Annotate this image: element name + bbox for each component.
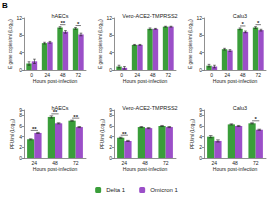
svg-text:8: 8 (199, 32, 202, 38)
svg-text:E gene copies/ml (Log₁₀): E gene copies/ml (Log₁₀) (98, 19, 103, 69)
svg-text:0: 0 (120, 72, 123, 78)
svg-text:72: 72 (253, 160, 259, 166)
svg-text:B: B (2, 1, 8, 10)
svg-text:0: 0 (30, 72, 33, 78)
svg-text:9: 9 (199, 107, 202, 113)
svg-text:Vero-ACE2-TMPRSS2: Vero-ACE2-TMPRSS2 (122, 13, 177, 19)
svg-text:72: 72 (73, 160, 79, 166)
svg-text:0: 0 (19, 67, 22, 73)
svg-text:0: 0 (109, 155, 112, 161)
svg-text:8: 8 (109, 112, 112, 118)
svg-text:0: 0 (199, 67, 202, 73)
svg-text:6: 6 (109, 123, 112, 129)
svg-text:0: 0 (199, 155, 202, 161)
svg-text:hAECs: hAECs (51, 13, 68, 19)
svg-text:2: 2 (19, 144, 22, 150)
svg-text:4: 4 (199, 134, 202, 140)
svg-text:12: 12 (16, 15, 22, 21)
svg-text:Hours post-infection: Hours post-infection (123, 166, 168, 172)
svg-text:48: 48 (150, 72, 156, 78)
svg-text:72: 72 (165, 72, 171, 78)
svg-text:0: 0 (210, 72, 213, 78)
svg-text:**: ** (122, 131, 127, 137)
svg-text:8: 8 (19, 112, 22, 118)
svg-text:0: 0 (19, 155, 22, 161)
svg-text:PFU/ml (Log₁₀): PFU/ml (Log₁₀) (190, 118, 195, 149)
svg-text:48: 48 (240, 72, 246, 78)
svg-text:8: 8 (19, 32, 22, 38)
svg-text:E gene copies/ml (Log₁₀): E gene copies/ml (Log₁₀) (188, 19, 193, 69)
svg-text:6: 6 (19, 123, 22, 129)
svg-text:*: * (242, 21, 245, 27)
svg-text:Omicron 1: Omicron 1 (150, 187, 178, 193)
svg-text:Calu3: Calu3 (233, 105, 247, 111)
svg-text:24: 24 (212, 160, 218, 166)
svg-text:**: ** (73, 114, 78, 120)
svg-text:24: 24 (32, 160, 38, 166)
svg-text:8: 8 (199, 112, 202, 118)
svg-text:Hours post-infection: Hours post-infection (123, 78, 168, 84)
svg-text:48: 48 (142, 160, 148, 166)
svg-text:4: 4 (199, 50, 202, 56)
svg-text:**: ** (60, 20, 65, 26)
svg-text:Hours post-infection: Hours post-infection (33, 78, 78, 84)
svg-text:9: 9 (19, 107, 22, 113)
svg-text:12: 12 (196, 15, 202, 21)
svg-text:12: 12 (106, 15, 112, 21)
svg-text:4: 4 (19, 134, 22, 140)
svg-text:*: * (254, 116, 257, 122)
svg-text:Vero-ACE2-TMPRSS2: Vero-ACE2-TMPRSS2 (122, 105, 177, 111)
svg-text:24: 24 (134, 72, 140, 78)
svg-text:72: 72 (75, 72, 81, 78)
svg-text:8: 8 (109, 32, 112, 38)
svg-text:*: * (257, 20, 260, 26)
svg-text:48: 48 (52, 160, 58, 166)
svg-text:9: 9 (109, 107, 112, 113)
svg-text:24: 24 (122, 160, 128, 166)
svg-text:2: 2 (199, 144, 202, 150)
svg-text:72: 72 (163, 160, 169, 166)
svg-text:48: 48 (60, 72, 66, 78)
svg-text:Hours post-infection: Hours post-infection (213, 78, 258, 84)
svg-text:Hours post-infection: Hours post-infection (213, 166, 258, 172)
svg-text:4: 4 (19, 50, 22, 56)
svg-text:Delta 1: Delta 1 (106, 187, 126, 193)
svg-text:2: 2 (109, 144, 112, 150)
svg-text:72: 72 (255, 72, 261, 78)
svg-text:6: 6 (199, 123, 202, 129)
svg-text:E gene copies/ml (Log₁₀): E gene copies/ml (Log₁₀) (8, 19, 13, 69)
svg-text:Hours post-infection: Hours post-infection (33, 166, 78, 172)
svg-text:Calu3: Calu3 (233, 13, 247, 19)
svg-text:48: 48 (232, 160, 238, 166)
svg-text:*: * (77, 21, 80, 27)
svg-text:0: 0 (109, 67, 112, 73)
svg-text:**: ** (32, 126, 37, 132)
svg-text:4: 4 (109, 134, 112, 140)
svg-text:4: 4 (109, 50, 112, 56)
svg-text:24: 24 (224, 72, 230, 78)
svg-text:hAECs: hAECs (51, 105, 68, 111)
svg-text:24: 24 (44, 72, 50, 78)
svg-text:PFU/ml (Log₁₀): PFU/ml (Log₁₀) (10, 118, 15, 149)
svg-text:PFU/ml (Log₁₀): PFU/ml (Log₁₀) (100, 118, 105, 149)
